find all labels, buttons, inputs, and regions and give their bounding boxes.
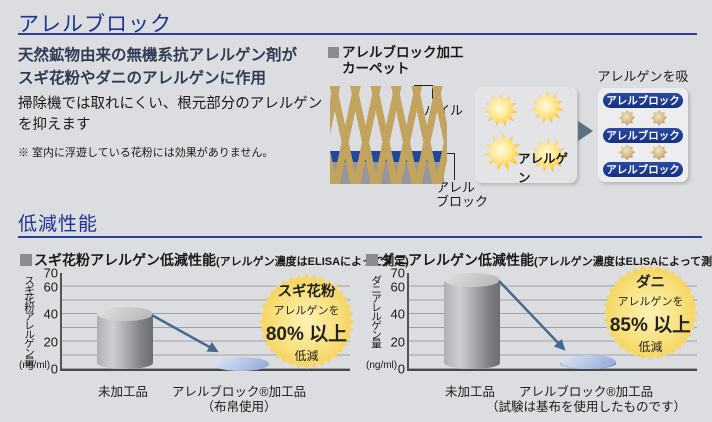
cylinder-top (213, 357, 269, 372)
title-divider (18, 33, 697, 35)
cylinder-top (97, 307, 153, 322)
intro-body: 掃除機では取れにくい、根元部分のアレルゲン を抑えます (18, 94, 322, 136)
allergen-sun-icon (484, 93, 518, 127)
carpet-legend: アレルブロック加工 カーペット (328, 45, 464, 77)
bar-unprocessed (97, 307, 153, 369)
allerblock-pill: アレルブロック (603, 93, 683, 108)
legend-square-icon (366, 254, 378, 266)
allergen-sun-icon (531, 91, 564, 124)
allergen-box: アレルゲン (475, 87, 577, 185)
pile-fibers (330, 86, 447, 184)
allergen-label: アレルゲン (518, 152, 569, 185)
allergen-particle-icon (651, 109, 667, 126)
intro-body-line1: 掃除機では取れにくい、根元部分のアレルゲン (18, 96, 323, 112)
x-label-unprocessed: 未加工品 (444, 385, 496, 399)
y-tick: 60 (390, 279, 405, 295)
y-tick: 0 (397, 361, 405, 377)
carpet-legend-line1: アレルブロック加工 (342, 45, 464, 60)
allergen-particle-icon (619, 109, 635, 126)
allerblock-pill: アレルブロック (603, 162, 683, 177)
y-tick: 70 (390, 265, 405, 281)
carpet-graphic (330, 86, 447, 184)
page-title: アレルブロック (18, 13, 172, 36)
y-axis-label: ダニアレルゲン量 (370, 275, 382, 347)
intro-body-line2: を抑えます (18, 117, 91, 133)
legend-square-icon (20, 254, 32, 266)
bar-treated (560, 355, 616, 370)
carpet-legend-line2: カーペット (342, 61, 410, 76)
y-axis-label: スギ花粉アレルゲン量 (23, 275, 35, 365)
section-divider (18, 236, 702, 238)
chart-subtitle: (アレルゲン濃度はELISAによって測定) (216, 256, 409, 268)
allerblock-leader-line (440, 153, 455, 180)
y-axis-ticks: 0 20 40 60 70 (34, 267, 58, 376)
y-tick: 40 (43, 306, 58, 322)
section-title: 低減性能 (18, 214, 99, 235)
x-label-treated: アレルブロック®加工品 （試験は基布を使用したものです） (485, 385, 687, 414)
y-tick: 0 (50, 361, 58, 377)
allerblock-label: アレル ブロック (436, 180, 489, 209)
cylinder-top (560, 355, 616, 370)
mite-reduction-chart: ダニアレルゲン低減性能(アレルゲン濃度はELISAによって測定) ダニアレルゲン… (356, 248, 712, 422)
y-tick: 20 (390, 334, 405, 350)
y-tick: 70 (43, 265, 58, 281)
intro-lead-line1: 天然鉱物由来の無機系抗アレルゲン剤が (18, 47, 298, 64)
y-tick: 60 (43, 279, 58, 295)
x-label-unprocessed: 未加工品 (97, 385, 149, 399)
bar-treated (213, 357, 269, 372)
intro-lead: 天然鉱物由来の無機系抗アレルゲン剤が スギ花粉やダニのアレルゲンに作用 (18, 44, 297, 90)
allergen-sun-icon (484, 133, 522, 171)
y-axis-unit: (ng/ml) (366, 360, 398, 371)
bar-unprocessed (444, 272, 500, 369)
y-axis-unit: (ng/ml) (19, 360, 51, 371)
sugi-pollen-reduction-chart: スギ花粉アレルゲン低減性能(アレルゲン濃度はELISAによって測定) スギ花粉ア… (18, 248, 409, 422)
allergen-particle-icon (651, 144, 667, 161)
intro-lead-line2: スギ花粉やダニのアレルゲンに作用 (18, 70, 267, 87)
adsorption-box: アレルブロック アレルブロック アレルブロック (598, 88, 688, 182)
y-tick: 40 (390, 306, 405, 322)
x-label-treated: アレルブロック®加工品 （布帛使用） (171, 385, 307, 414)
right-arrow-icon (578, 121, 593, 141)
particle-row (603, 144, 683, 161)
chart-title: ダニアレルゲン低減性能(アレルゲン濃度はELISAによって測定) (366, 250, 712, 270)
allerblock-pill: アレルブロック (603, 127, 683, 143)
chart-title: スギ花粉アレルゲン低減性能(アレルゲン濃度はELISAによって測定) (20, 250, 409, 270)
chart-subtitle: (アレルゲン濃度はELISAによって測定) (534, 256, 712, 268)
allergen-particle-icon (619, 144, 635, 161)
particle-row (603, 109, 683, 126)
legend-square-icon (328, 47, 339, 58)
y-axis-ticks: 0 20 40 60 70 (381, 267, 405, 376)
cylinder-top (444, 272, 500, 287)
y-tick: 20 (43, 334, 58, 350)
intro-note: ※ 室内に浮遊している花粉には効果がありません。 (18, 147, 274, 159)
